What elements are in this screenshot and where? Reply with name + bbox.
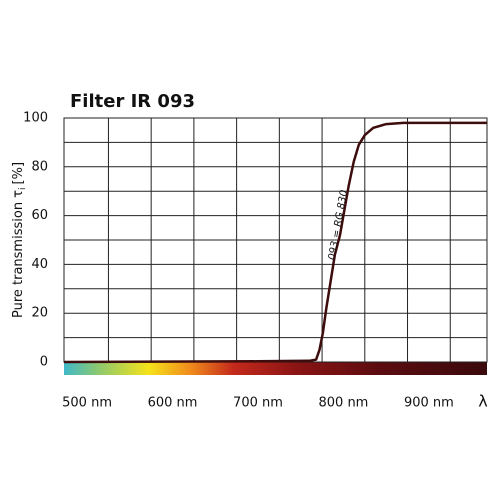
y-label-text: Pure transmission τ: [11, 190, 26, 318]
y-tick-label: 60: [31, 208, 48, 223]
y-label-unit: [%]: [11, 162, 26, 185]
curve-annotation: 093 = RG 830: [327, 189, 350, 261]
y-tick-label: 40: [31, 257, 48, 272]
spectrum-bar: [64, 362, 487, 375]
x-tick-label: 700 nm: [233, 396, 283, 411]
x-tick-label: 900 nm: [404, 396, 454, 411]
y-tick-label: 20: [31, 306, 48, 321]
x-tick-label: 600 nm: [148, 396, 198, 411]
x-tick-label: 500 nm: [62, 396, 112, 411]
y-label-subscript: i: [18, 187, 28, 190]
y-axis-label: Pure transmission τi [%]: [11, 162, 28, 318]
y-tick-label: 100: [23, 111, 48, 126]
chart-title: Filter IR 093: [70, 91, 195, 112]
y-tick-label: 80: [31, 159, 48, 174]
x-tick-label: 800 nm: [319, 396, 369, 411]
transmission-curve: [63, 121, 487, 364]
x-axis-label: λ: [478, 392, 487, 411]
y-tick-label: 0: [40, 355, 48, 370]
